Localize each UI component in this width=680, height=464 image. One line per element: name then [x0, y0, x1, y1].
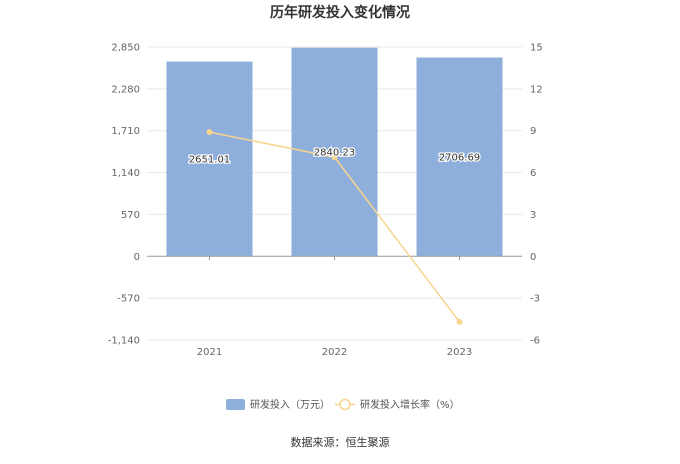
bar	[166, 61, 253, 257]
y-right-tick-label: -3	[530, 294, 540, 305]
y-left-tick-label: -570	[117, 294, 140, 305]
data-source: 数据来源：恒生聚源	[291, 435, 390, 449]
bar-data-label: 2840.23	[314, 148, 355, 159]
legend-line-marker	[339, 398, 351, 411]
bar	[416, 57, 503, 257]
line-point	[456, 318, 463, 325]
bar-series	[166, 47, 503, 257]
data-labels: 2651.01 2840.23 2706.69	[188, 146, 482, 166]
x-tick-label: 2021	[197, 347, 222, 358]
line-series	[206, 129, 463, 325]
y-left-tick-label: 0	[134, 252, 140, 263]
bar-data-label: 2706.69	[439, 152, 480, 163]
chart-title: 历年研发投入变化情况	[270, 4, 410, 21]
bar-data-label: 2651.01	[189, 154, 230, 165]
legend-line-label: 研发投入增长率（%）	[360, 398, 460, 411]
legend-bar-swatch	[226, 399, 245, 410]
y-left-tick-label: -1,140	[108, 336, 140, 347]
y-right-tick-label: 6	[530, 168, 536, 179]
x-tick-label: 2022	[322, 347, 347, 358]
y-left-tick-label: 570	[121, 210, 140, 221]
axes: 2,850 2,280 1,710 1,140 570 0 -570 -1,140 15 12 9 6…	[108, 43, 543, 359]
x-tick-label: 2023	[447, 347, 472, 358]
y-left-tick-label: 1,710	[111, 126, 140, 137]
y-left-tick-label: 2,280	[111, 84, 140, 95]
y-right-tick-label: 12	[530, 84, 543, 95]
y-right-tick-label: 3	[530, 210, 536, 221]
y-right-tick-label: 0	[530, 252, 536, 263]
y-right-tick-label: 15	[530, 43, 543, 54]
legend-bar-label: 研发投入（万元）	[250, 398, 330, 411]
line-point	[331, 154, 338, 161]
y-right-tick-label: -6	[530, 336, 540, 347]
y-left-tick-label: 2,850	[111, 43, 140, 54]
legend-item-line[interactable]: 研发投入增长率（%）	[335, 398, 460, 411]
y-right-tick-label: 9	[530, 126, 536, 137]
legend: 研发投入（万元） 研发投入增长率（%）	[226, 398, 460, 411]
legend-item-bar[interactable]: 研发投入（万元）	[226, 398, 330, 411]
line-point	[206, 129, 213, 136]
y-left-tick-label: 1,140	[111, 168, 140, 179]
